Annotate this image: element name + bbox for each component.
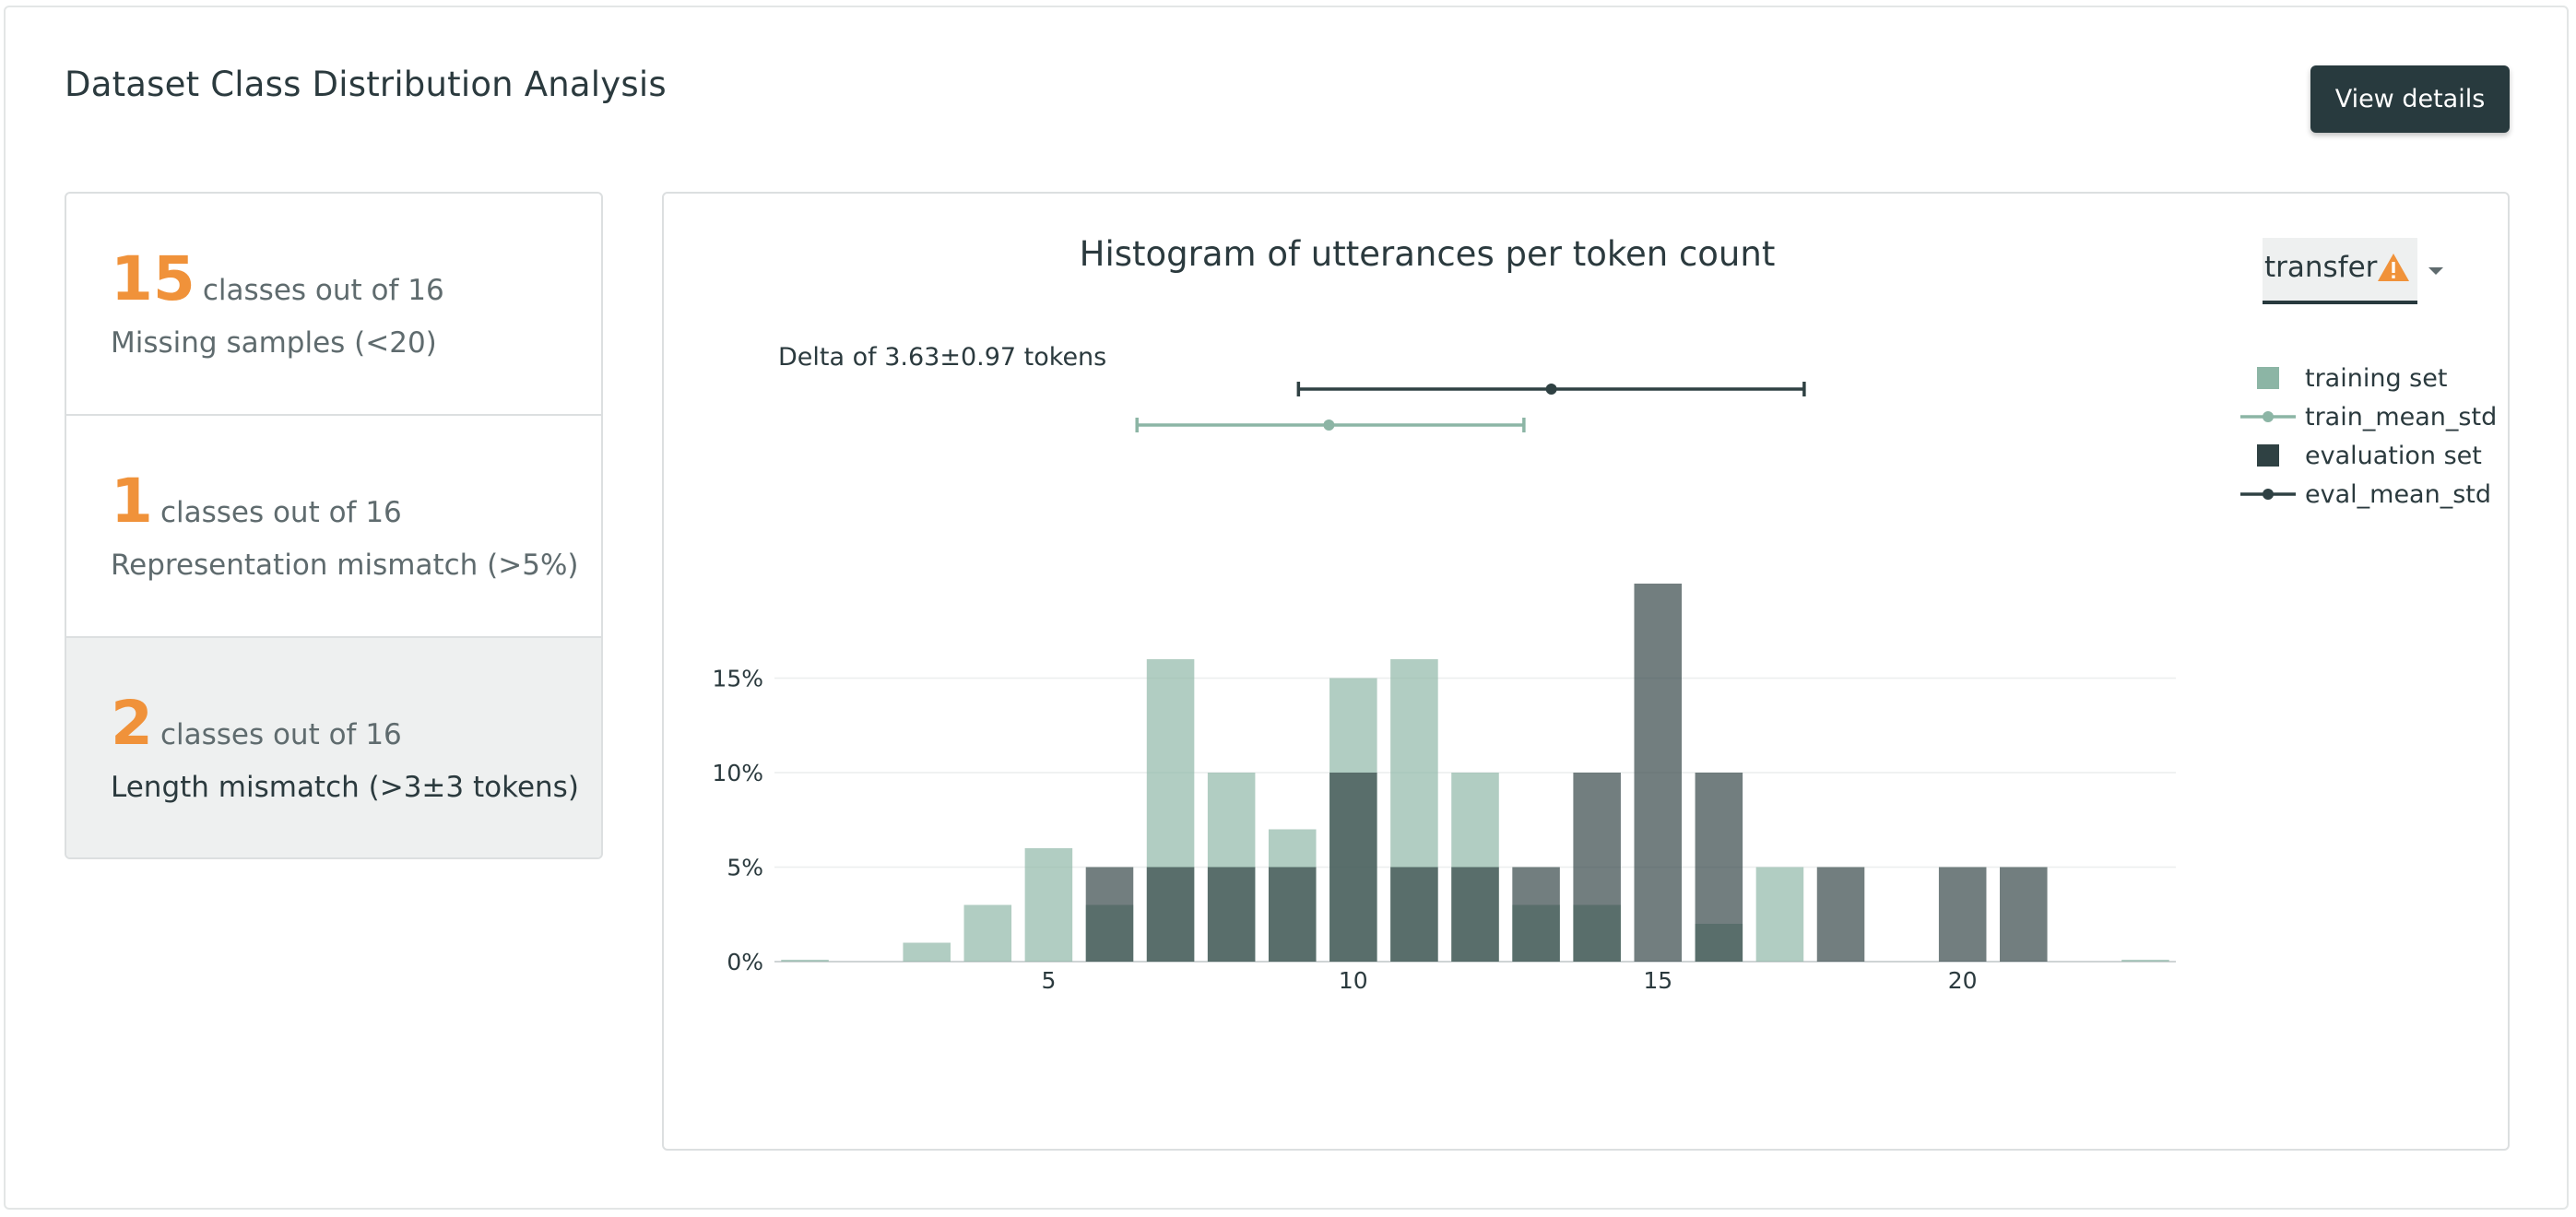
bar-evaluation-set (1268, 867, 1317, 962)
summary-card-headline: 15 classes out of 16 (111, 243, 444, 314)
eval-mean-std-errorbar (1296, 382, 1806, 396)
errorbar-mean-point (1323, 419, 1335, 431)
bar-evaluation-set (1329, 773, 1377, 962)
bar-evaluation-set (1695, 773, 1743, 962)
x-tick-label: 15 (1643, 967, 1672, 994)
x-tick-label: 5 (1041, 967, 1056, 994)
legend-label: eval_mean_std (2305, 480, 2491, 509)
y-tick-label: 5% (727, 855, 763, 881)
summary-card-count: 2 (111, 688, 153, 759)
legend-label: train_mean_std (2305, 403, 2497, 431)
legend-marker (2263, 489, 2274, 500)
bar-training-set (2121, 959, 2169, 962)
bar-evaluation-set (1207, 867, 1256, 962)
bar-training-set (1024, 848, 1073, 962)
view-details-button[interactable]: View details (2310, 65, 2510, 133)
legend-label: evaluation set (2305, 442, 2482, 470)
legend-item: training set (2257, 364, 2447, 393)
bar-evaluation-set (1146, 867, 1195, 962)
summary-card-label: Representation mismatch (>5%) (111, 549, 579, 582)
y-tick-label: 0% (727, 949, 763, 975)
summary-card-label: Missing samples (<20) (111, 326, 437, 360)
summary-card-count: 15 (111, 243, 195, 314)
summary-card-representation-mismatch[interactable]: 1 classes out of 16 Representation mismat… (66, 416, 601, 638)
legend-item: train_mean_std (2240, 403, 2497, 431)
histogram-chart: 0% 5% 10% 15% 5 10 15 20 Delta of 3.63±0.97 to… (712, 343, 2497, 994)
warning-triangle-icon (2378, 254, 2409, 281)
chart-panel: 0% 5% 10% 15% 5 10 15 20 Delta of 3.63±0.97 to… (662, 192, 2510, 1151)
class-select-dropdown[interactable]: transfer (2263, 238, 2443, 304)
legend-item: eval_mean_std (2240, 480, 2491, 509)
bar-evaluation-set (1938, 867, 1987, 962)
summary-cards: 15 classes out of 16 Missing samples (<20… (65, 192, 603, 859)
y-tick-label: 10% (712, 760, 763, 786)
bar-training-set (963, 904, 1012, 962)
bar-evaluation-set (1634, 584, 1683, 962)
caret-down-icon (2428, 267, 2443, 275)
bar-evaluation-set (1085, 867, 1134, 962)
summary-card-headline: 2 classes out of 16 (111, 688, 402, 759)
bar-training-set (781, 959, 829, 962)
bar-evaluation-set (2000, 867, 2048, 962)
y-tick-label: 15% (712, 666, 763, 692)
train-mean-std-errorbar (1135, 418, 1526, 432)
summary-card-of-text: classes out of 16 (160, 496, 402, 529)
page-frame (4, 6, 2569, 1210)
summary-card-missing-samples[interactable]: 15 classes out of 16 Missing samples (<20… (66, 194, 601, 416)
delta-annotation: Delta of 3.63±0.97 tokens (778, 343, 1106, 372)
summary-card-of-text: classes out of 16 (202, 274, 444, 307)
legend-swatch-evaluation (2257, 444, 2279, 467)
summary-card-label: Length mismatch (>3±3 tokens) (111, 771, 579, 804)
summary-card-length-mismatch[interactable]: 2 classes out of 16 Length mismatch (>3±3… (66, 638, 601, 857)
bar-training-set (1755, 867, 1804, 962)
bar-evaluation-set (1573, 773, 1621, 962)
bar-training-set (903, 942, 951, 962)
errorbar-mean-point (1545, 384, 1557, 395)
legend-swatch-training (2257, 367, 2279, 389)
summary-card-count: 1 (111, 466, 153, 537)
bar-evaluation-set (1390, 867, 1438, 962)
legend-item: evaluation set (2257, 442, 2482, 470)
legend-marker (2263, 411, 2274, 422)
x-tick-label: 10 (1339, 967, 1368, 994)
summary-card-headline: 1 classes out of 16 (111, 466, 402, 537)
page-title: Dataset Class Distribution Analysis (65, 65, 667, 104)
x-tick-label: 20 (1948, 967, 1978, 994)
bar-evaluation-set (1816, 867, 1865, 962)
bar-evaluation-set (1451, 867, 1499, 962)
legend-label: training set (2305, 364, 2447, 393)
summary-card-of-text: classes out of 16 (160, 718, 402, 751)
bar-evaluation-set (1512, 867, 1560, 962)
class-select-value: transfer (2264, 251, 2378, 284)
